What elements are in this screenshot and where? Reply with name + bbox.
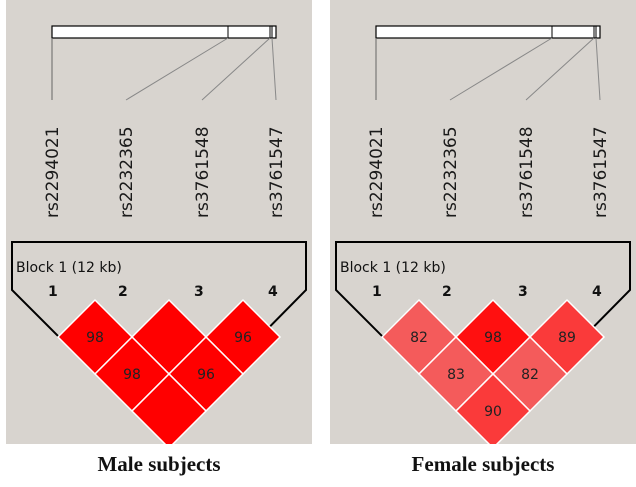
block-label: Block 1 (12 kb)	[16, 260, 122, 276]
gene-bar	[51, 25, 277, 39]
snp-connector-4	[595, 37, 601, 101]
snp-label-3: rs3761548	[193, 126, 213, 218]
ld-cells-female: 82 98 89 83 82 90	[380, 298, 606, 444]
ld-panel-male: rs2294021 rs2232365 rs3761548 rs3761547 …	[6, 0, 312, 444]
ld-cell-value: 89	[558, 330, 576, 346]
snp-label-4: rs3761547	[267, 126, 287, 218]
ld-cell-shape	[454, 372, 532, 444]
snp-connector-3	[525, 37, 595, 101]
ld-cells-male: 98 96 98 96	[56, 298, 282, 444]
snp-connector-2	[449, 37, 553, 101]
ld-cell-value: 96	[197, 367, 215, 383]
ld-cell-1-4	[130, 372, 208, 444]
marker-index-2: 2	[118, 284, 128, 300]
ld-cell-shape	[130, 372, 208, 444]
caption-female: Female subjects	[411, 452, 555, 476]
snp-connector-2	[125, 37, 229, 101]
ld-cell-value: 83	[447, 367, 465, 383]
snp-label-2: rs2232365	[441, 126, 461, 218]
snp-label-1: rs2294021	[367, 126, 387, 218]
ld-cell-value: 96	[234, 330, 252, 346]
caption-male: Male subjects	[97, 452, 221, 476]
snp-label-1: rs2294021	[43, 126, 63, 218]
ld-cell-value: 98	[484, 330, 502, 346]
ld-cell-value: 82	[410, 330, 428, 346]
gene-bar	[375, 25, 601, 39]
snp-label-4: rs3761547	[591, 126, 611, 218]
marker-index-4: 4	[268, 284, 278, 300]
ld-cell-value: 82	[521, 367, 539, 383]
marker-index-1: 1	[48, 284, 58, 300]
ld-panel-female: rs2294021 rs2232365 rs3761548 rs3761547 …	[330, 0, 636, 444]
marker-index-3: 3	[518, 284, 528, 300]
marker-index-2: 2	[442, 284, 452, 300]
snp-connector-4	[271, 37, 277, 101]
ld-plot-female: rs2294021 rs2232365 rs3761548 rs3761547 …	[335, 25, 631, 444]
ld-cell-1-4: 90	[454, 372, 532, 444]
ld-cell-value: 98	[123, 367, 141, 383]
marker-index-4: 4	[592, 284, 602, 300]
ld-plot-male: rs2294021 rs2232365 rs3761548 rs3761547 …	[11, 25, 307, 444]
marker-index-1: 1	[372, 284, 382, 300]
marker-index-3: 3	[194, 284, 204, 300]
snp-connector-3	[201, 37, 271, 101]
ld-cell-value: 90	[484, 404, 502, 420]
ld-cell-value: 98	[86, 330, 104, 346]
snp-label-3: rs3761548	[517, 126, 537, 218]
snp-label-2: rs2232365	[117, 126, 137, 218]
block-label: Block 1 (12 kb)	[340, 260, 446, 276]
